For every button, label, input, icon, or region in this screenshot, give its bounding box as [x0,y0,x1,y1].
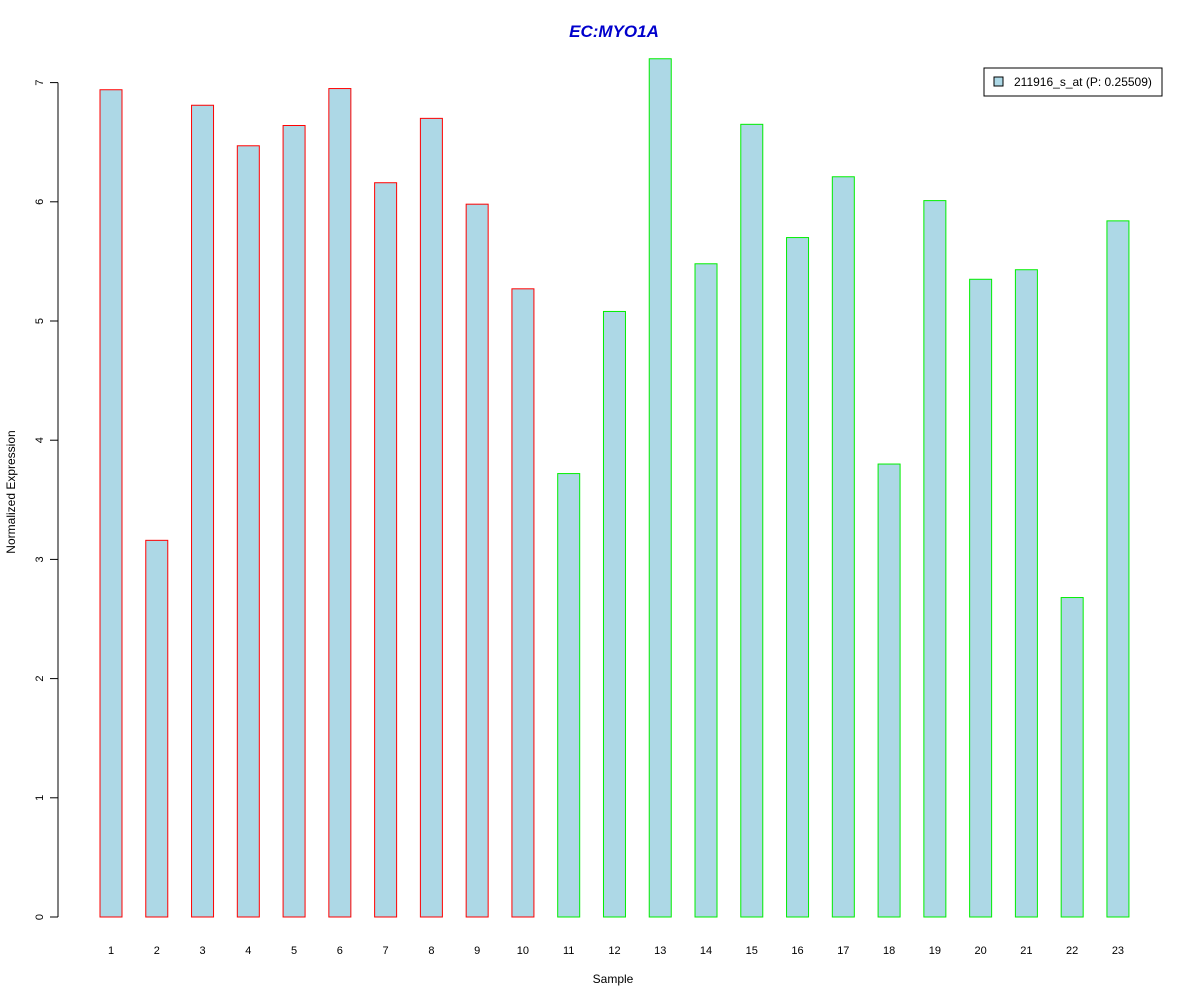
bars-group [99,58,1130,918]
x-tick-label: 23 [1112,945,1124,957]
chart-title: EC:MYO1A [569,22,659,41]
bar [465,203,489,918]
legend: 211916_s_at (P: 0.25509) [983,67,1163,97]
y-tick-label: 5 [34,318,46,324]
bar [374,182,398,918]
bar [328,88,352,918]
bar [419,117,443,918]
x-tick-label: 2 [154,945,160,957]
x-tick-label: 16 [791,945,803,957]
bar [191,104,215,918]
x-tick-label: 22 [1066,945,1078,957]
bar [1106,220,1130,918]
y-tick-label: 4 [34,437,46,443]
legend-swatch [993,76,1004,87]
legend-box [983,67,1163,97]
x-tick-label: 12 [608,945,620,957]
y-tick-label: 6 [34,199,46,205]
bar [602,310,626,918]
x-tick-label: 9 [474,945,480,957]
x-tick-label: 6 [337,945,343,957]
y-tick-label: 1 [34,795,46,801]
x-tick-label: 20 [975,945,987,957]
bar [648,58,672,918]
x-tick-label: 8 [428,945,434,957]
y-axis: 0 1 2 3 4 5 6 7 [34,80,59,920]
bar [1060,597,1084,918]
x-tick-label: 14 [700,945,712,957]
bar [145,539,169,918]
x-tick-label: 5 [291,945,297,957]
x-tick-label: 7 [383,945,389,957]
bar [740,123,764,918]
x-tick-label: 18 [883,945,895,957]
x-tick-label: 11 [563,945,574,957]
y-tick-label: 3 [34,556,46,562]
bar [923,200,947,918]
x-axis-title: Sample [593,972,634,986]
x-tick-label: 17 [837,945,849,957]
y-tick-label: 0 [34,914,46,920]
bar [786,237,810,918]
bar [1014,269,1038,918]
bar [694,263,718,918]
y-axis-title: Normalized Expression [4,430,18,553]
bar [99,89,123,918]
bar [236,145,260,918]
y-tick-label: 2 [34,676,46,682]
bar [557,473,581,918]
bar [511,288,535,918]
y-tick-label: 7 [34,80,46,86]
x-tick-label: 21 [1020,945,1032,957]
x-tick-label: 3 [199,945,205,957]
bar [969,278,993,918]
x-tick-label: 4 [245,945,251,957]
bar [877,463,901,918]
x-tick-label: 13 [654,945,666,957]
x-tick-label: 1 [108,945,114,957]
x-tick-labels: 1 2 3 4 5 6 7 8 9 10 11 12 13 14 15 16 17 18 19 20 21 22 23 [108,945,1124,957]
x-tick-label: 10 [517,945,529,957]
legend-series-label: 211916_s_at (P: 0.25509) [1014,75,1152,89]
x-tick-label: 15 [746,945,758,957]
bar [831,176,855,918]
x-tick-label: 19 [929,945,941,957]
bar [282,125,306,918]
